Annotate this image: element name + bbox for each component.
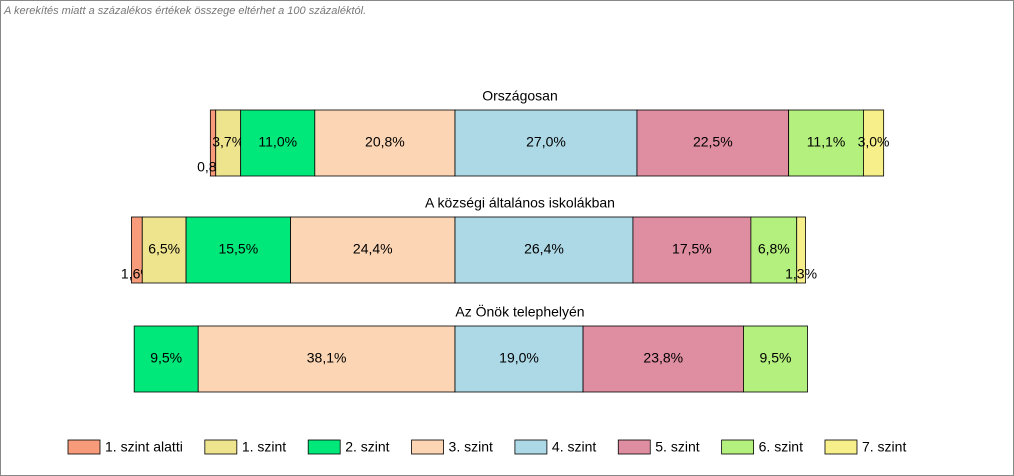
value-label: 19,0% — [499, 350, 539, 366]
value-label: 1,3% — [785, 266, 817, 282]
value-label: 9,5% — [150, 350, 182, 366]
value-label: 6,5% — [148, 241, 180, 257]
value-label: 27,0% — [526, 134, 566, 150]
bar-segment — [863, 109, 885, 177]
value-label: 24,4% — [353, 241, 393, 257]
value-label: 3,7% — [212, 134, 244, 150]
bar-segment — [796, 216, 806, 284]
bar-segment — [743, 325, 808, 393]
note: A kerekítés miatt a százalékos értékek ö… — [3, 5, 366, 17]
bar-segment — [133, 325, 199, 393]
legend-label: 5. szint — [655, 439, 699, 455]
bar-segment — [290, 216, 456, 284]
legend-swatch — [824, 439, 858, 455]
legend-swatch — [204, 439, 238, 455]
bar-segment — [632, 216, 752, 284]
value-label: 3,0% — [858, 134, 890, 150]
bar-segment — [141, 216, 187, 284]
legend-label: 7. szint — [862, 439, 906, 455]
value-label: 22,5% — [693, 134, 733, 150]
bar-segment — [197, 325, 456, 393]
value-label: 11,1% — [807, 134, 846, 150]
legend-swatch — [307, 439, 341, 455]
value-label: 26,4% — [524, 241, 564, 257]
bar-segment — [185, 216, 291, 284]
bar-segment — [314, 109, 456, 177]
legend-label: 2. szint — [345, 439, 389, 455]
value-label: 9,5% — [760, 350, 792, 366]
legend-label: 4. szint — [552, 439, 596, 455]
value-label: 23,8% — [643, 350, 683, 366]
bar-segment — [240, 109, 316, 177]
bar-segment — [636, 109, 790, 177]
value-label: 11,0% — [258, 134, 297, 150]
bar-segment — [750, 216, 798, 284]
value-label: 38,1% — [307, 350, 347, 366]
value-label: 6,8% — [758, 241, 790, 257]
legend-swatch — [67, 439, 101, 455]
legend-label: 1. szint — [242, 439, 286, 455]
value-label: 17,5% — [672, 241, 712, 257]
legend-swatch — [617, 439, 651, 455]
legend-label: 1. szint alatti — [105, 439, 183, 455]
legend-label: 6. szint — [759, 439, 803, 455]
bar-segment — [454, 109, 638, 177]
row-title: A községi általános iskolákban — [425, 195, 615, 211]
value-label: 15,5% — [218, 241, 258, 257]
legend-label: 3. szint — [449, 439, 493, 455]
bar-segment — [454, 216, 634, 284]
bar-segment — [788, 109, 864, 177]
row-title: Országosan — [482, 88, 557, 104]
row-title: Az Önök telephelyén — [455, 303, 584, 320]
legend-swatch — [514, 439, 548, 455]
bar-segment — [582, 325, 744, 393]
bar-segment — [454, 325, 584, 393]
legend-swatch — [721, 439, 755, 455]
value-label: 20,8% — [365, 134, 405, 150]
legend-swatch — [411, 439, 444, 455]
